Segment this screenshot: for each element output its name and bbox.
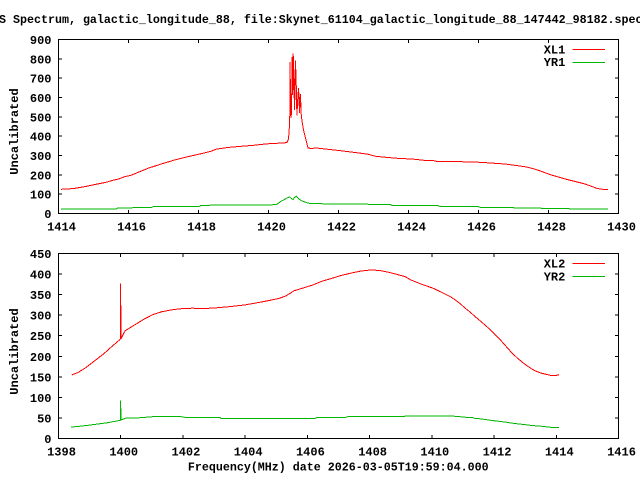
svg-text:150: 150 [30, 371, 52, 385]
svg-text:900: 900 [30, 34, 52, 48]
svg-text:700: 700 [30, 73, 52, 87]
svg-text:1414: 1414 [545, 446, 574, 460]
svg-text:1406: 1406 [296, 446, 325, 460]
svg-text:1412: 1412 [483, 446, 512, 460]
svg-text:YR2: YR2 [544, 271, 566, 285]
svg-text:1402: 1402 [172, 446, 201, 460]
svg-text:800: 800 [30, 53, 52, 67]
svg-text:100: 100 [30, 189, 52, 203]
svg-text:450: 450 [30, 248, 52, 262]
svg-text:Frequency(MHz) date 2026-03-05: Frequency(MHz) date 2026-03-05T19:59:04.… [188, 460, 489, 474]
svg-text:1416: 1416 [607, 446, 636, 460]
svg-text:350: 350 [30, 289, 52, 303]
svg-text:1410: 1410 [420, 446, 449, 460]
svg-text:250: 250 [30, 330, 52, 344]
svg-text:1418: 1418 [187, 221, 216, 235]
svg-text:50: 50 [37, 412, 51, 426]
svg-text:600: 600 [30, 92, 52, 106]
svg-text:100: 100 [30, 392, 52, 406]
svg-text:Uncalibrated: Uncalibrated [8, 308, 22, 394]
svg-text:1422: 1422 [327, 221, 356, 235]
svg-text:1426: 1426 [467, 221, 496, 235]
svg-text:0: 0 [44, 433, 51, 447]
svg-text:1428: 1428 [537, 221, 566, 235]
svg-text:1420: 1420 [257, 221, 286, 235]
svg-text:1408: 1408 [358, 446, 387, 460]
svg-text:400: 400 [30, 131, 52, 145]
svg-text:400: 400 [30, 269, 52, 283]
svg-text:300: 300 [30, 150, 52, 164]
svg-text:1414: 1414 [47, 221, 76, 235]
svg-text:XL2: XL2 [544, 258, 566, 272]
svg-text:300: 300 [30, 310, 52, 324]
svg-text:500: 500 [30, 111, 52, 125]
svg-text:1416: 1416 [117, 221, 146, 235]
svg-text:YR1: YR1 [544, 56, 566, 70]
svg-text:1424: 1424 [397, 221, 426, 235]
svg-text:Uncalibrated: Uncalibrated [8, 88, 22, 174]
svg-text:200: 200 [30, 169, 52, 183]
svg-text:1400: 1400 [109, 446, 138, 460]
svg-text:1430: 1430 [607, 221, 636, 235]
svg-text:S Spectrum, galactic_longitude: S Spectrum, galactic_longitude_88, file:… [0, 13, 640, 27]
svg-text:1398: 1398 [47, 446, 76, 460]
svg-text:1404: 1404 [234, 446, 263, 460]
svg-text:XL1: XL1 [544, 44, 566, 58]
svg-text:200: 200 [30, 351, 52, 365]
svg-text:0: 0 [44, 208, 51, 222]
